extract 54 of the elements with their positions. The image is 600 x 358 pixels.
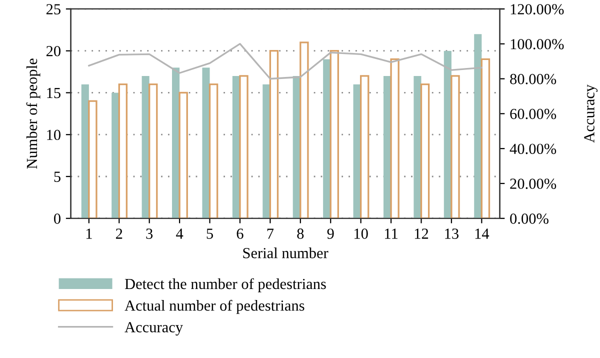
bar xyxy=(112,92,120,218)
line-series xyxy=(88,43,483,80)
legend-label: Detect the number of pedestrians xyxy=(124,278,326,292)
x-tick-label: 11 xyxy=(385,228,398,239)
bar xyxy=(323,59,331,218)
bar xyxy=(239,75,248,218)
x-tick-label: 1 xyxy=(86,228,92,239)
y-tick-label: 5 xyxy=(54,172,60,182)
y-tick-label: 0 xyxy=(54,214,60,224)
x-tick-label: 3 xyxy=(146,228,153,239)
x-tick-label: 6 xyxy=(236,228,244,239)
y-tick-label: 20 xyxy=(46,46,60,56)
y2-axis-title: Accuracy xyxy=(584,84,598,143)
x-tick-label: 7 xyxy=(267,228,274,239)
bar xyxy=(360,75,370,218)
bar xyxy=(208,84,218,218)
bar xyxy=(330,50,340,218)
bar xyxy=(88,100,98,218)
x-tick-label: 5 xyxy=(206,228,213,239)
x-tick-label: 8 xyxy=(297,228,304,239)
bar xyxy=(480,58,490,218)
x-tick-label: 2 xyxy=(116,228,122,239)
y2-tick-label: 60.00% xyxy=(510,108,556,120)
x-axis-title: Serial number xyxy=(243,248,328,258)
x-tick-label: 10 xyxy=(354,228,368,239)
x-tick-label: 13 xyxy=(445,228,459,239)
x-tick-label: 4 xyxy=(176,228,184,239)
legend-label: Accuracy xyxy=(124,322,183,336)
x-tick-label: 12 xyxy=(414,228,428,239)
bar xyxy=(450,75,460,218)
y2-tick-label: 0.00% xyxy=(510,214,548,224)
y2-tick-label: 80.00% xyxy=(510,74,556,84)
y-tick-label: 10 xyxy=(47,130,60,140)
x-tick-label: 14 xyxy=(475,228,490,239)
bar xyxy=(414,76,422,218)
bar xyxy=(262,84,270,218)
y-axis-title: Number of people xyxy=(26,58,40,169)
y2-tick-label: 40.00% xyxy=(510,144,556,154)
y2-tick-label: 20.00% xyxy=(510,178,556,189)
bar xyxy=(420,84,430,218)
bar xyxy=(118,84,128,218)
x-tick-label: 9 xyxy=(327,228,334,239)
bar xyxy=(300,42,309,218)
bar xyxy=(202,68,210,218)
bar xyxy=(474,34,482,218)
y-tick-label: 15 xyxy=(47,88,60,98)
bar xyxy=(178,92,188,218)
bar xyxy=(390,58,400,218)
legend-label: Actual number of pedestrians xyxy=(124,300,304,314)
bar xyxy=(269,50,279,218)
y2-tick-label: 100.00% xyxy=(510,38,564,50)
y-tick-label: 25 xyxy=(46,4,60,14)
y2-tick-label: 120.00% xyxy=(510,4,564,14)
bar xyxy=(148,84,158,218)
